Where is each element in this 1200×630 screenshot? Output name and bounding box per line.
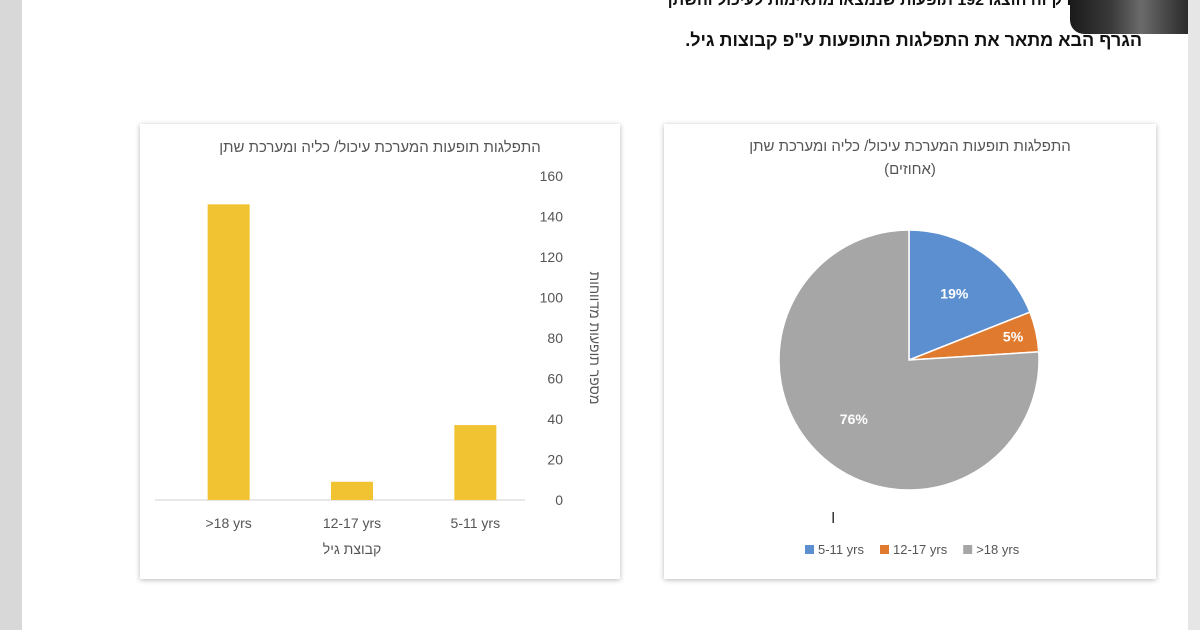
- bar-chart-panel: התפלגות תופעות המערכת עיכול/ כליה ומערכת…: [140, 124, 620, 579]
- bar-category-label: >18 yrs: [206, 515, 252, 531]
- legend-label: 12-17 yrs: [893, 542, 948, 557]
- slide-intro-text: הגרף הבא מתאר את התפלגות התופעות ע"פ קבו…: [685, 30, 1142, 50]
- bar-y-tick-label: 160: [540, 168, 564, 184]
- pie-chart: 19% 5% 76% 5-11 yrs 12-17 yrs >18 yrs I: [778, 229, 1040, 557]
- slide-top-text: הערה: בפרק זה הוצגו 192 תופעות שנמצאו מת…: [667, 0, 1142, 9]
- pie-data-label: 5%: [1003, 329, 1024, 345]
- pie-data-label: 76%: [840, 411, 869, 427]
- legend-swatch: [963, 545, 973, 554]
- bar-y-tick-label: 140: [540, 209, 564, 225]
- bar: [454, 425, 497, 500]
- bar-y-tick-label: 80: [547, 330, 563, 346]
- bar-chart: 0 20 40 60 80 100 120 140 160 >18 yrs 12-17 yrs 5-…: [155, 168, 603, 557]
- legend-swatch: [880, 545, 889, 554]
- bar-category-label: 12-17 yrs: [323, 515, 381, 531]
- legend-label: >18 yrs: [976, 542, 1019, 557]
- window-left-edge: [0, 0, 22, 630]
- bar-y-tick-label: 20: [547, 452, 563, 468]
- bar-y-tick-label: 0: [555, 492, 563, 508]
- bar: [207, 204, 250, 500]
- pie-chart-subtitle: (אחוזים): [884, 161, 936, 178]
- pie-chart-title: התפלגות תופעות המערכת עיכול/ כליה ומערכת…: [749, 138, 1071, 155]
- legend-swatch: [805, 545, 814, 554]
- bar-y-axis-label: מספר תופעות מדווחות: [587, 272, 603, 405]
- pie-slice: [778, 229, 1040, 491]
- pie-data-label: 19%: [940, 285, 969, 301]
- legend-label: 5-11 yrs: [818, 542, 864, 557]
- webcam-thumbnail: [1070, 0, 1188, 34]
- bar-y-tick-label: 40: [547, 411, 563, 427]
- pie-slice: [908, 229, 1031, 362]
- pie-chart-panel: התפלגות תופעות המערכת עיכול/ כליה ומערכת…: [664, 124, 1156, 579]
- bar-category-label: 5-11 yrs: [451, 515, 501, 531]
- text-cursor-icon: I: [831, 510, 835, 527]
- window-right-edge: [1188, 0, 1200, 630]
- bar-y-tick-label: 120: [540, 249, 564, 265]
- bar-y-tick-label: 60: [547, 371, 563, 387]
- bar-y-tick-label: 100: [540, 290, 564, 306]
- bar: [331, 481, 373, 500]
- bar-x-axis-label: קבוצת גיל: [323, 541, 381, 557]
- bar-chart-title: התפלגות תופעות המערכת עיכול/ כליה ומערכת…: [219, 139, 541, 156]
